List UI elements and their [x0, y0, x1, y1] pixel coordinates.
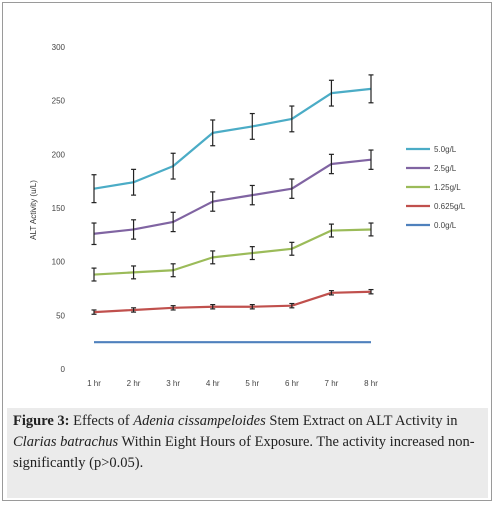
series-1.25g/L — [91, 222, 374, 282]
error-bar — [328, 153, 334, 175]
error-bar — [210, 304, 216, 310]
legend: 5.0g/L 2.5g/L 1.25g/L 0.625g/L 0.0g/L — [406, 145, 466, 230]
caption-text-1: Effects of — [69, 413, 134, 429]
caption-text-3: Within Eight Hours of Exposure. The acti… — [13, 434, 475, 471]
series-layer — [91, 74, 374, 344]
error-bar — [170, 263, 176, 278]
error-bar — [328, 79, 334, 107]
error-bar — [328, 223, 334, 238]
error-bar — [170, 152, 176, 180]
error-bar — [210, 191, 216, 212]
error-bar — [170, 305, 176, 311]
caption-species-2: Clarias batrachus — [13, 434, 119, 450]
legend-label: 5.0g/L — [434, 145, 457, 154]
y-tick-label: 50 — [56, 311, 65, 320]
error-bar — [91, 267, 97, 282]
y-axis-ticks: 0 50 100 150 200 250 300 — [52, 43, 66, 374]
x-tick-label: 2 hr — [127, 379, 141, 388]
error-bar — [289, 178, 295, 199]
legend-label: 0.625g/L — [434, 202, 466, 211]
error-bar — [131, 307, 137, 313]
error-bar — [368, 74, 374, 104]
error-bar — [289, 302, 295, 309]
legend-item: 1.25g/L — [406, 183, 461, 192]
error-bar — [249, 304, 255, 310]
legend-label: 0.0g/L — [434, 221, 457, 230]
caption-species-1: Adenia cissampeloides — [133, 413, 266, 429]
x-tick-label: 5 hr — [245, 379, 259, 388]
legend-item: 2.5g/L — [406, 164, 457, 173]
error-bar — [210, 250, 216, 265]
error-bar — [368, 288, 374, 295]
x-tick-label: 1 hr — [87, 379, 101, 388]
y-tick-label: 0 — [61, 365, 66, 374]
legend-item: 0.0g/L — [406, 221, 457, 230]
caption-label: Figure 3: — [13, 413, 70, 429]
series-0.625g/L — [91, 288, 374, 315]
error-bar — [249, 112, 255, 140]
y-tick-label: 200 — [52, 150, 66, 159]
error-bar — [210, 119, 216, 147]
y-tick-label: 100 — [52, 258, 66, 267]
error-bar — [368, 149, 374, 170]
error-bar — [249, 184, 255, 206]
legend-item: 5.0g/L — [406, 145, 457, 154]
series-line — [93, 290, 372, 314]
error-bar — [131, 265, 137, 280]
series-5.0g/L — [91, 74, 374, 204]
figure-caption: Figure 3: Effects of Adenia cissampeloid… — [7, 408, 488, 498]
legend-label: 2.5g/L — [434, 164, 457, 173]
series-2.5g/L — [91, 149, 374, 246]
series-line — [93, 228, 372, 276]
error-bar — [289, 241, 295, 256]
y-tick-label: 150 — [52, 204, 66, 213]
error-bar — [368, 222, 374, 237]
x-tick-label: 3 hr — [166, 379, 180, 388]
line-chart: 0 50 100 150 200 250 300 1 hr 2 hr 3 hr 4 hr 5 hr 6… — [29, 43, 466, 388]
legend-label: 1.25g/L — [434, 183, 461, 192]
x-tick-label: 8 hr — [364, 379, 378, 388]
error-bar — [91, 309, 97, 315]
caption-text-2: Stem Extract on ALT Activity in — [265, 413, 458, 429]
error-bar — [249, 246, 255, 261]
x-tick-label: 4 hr — [206, 379, 220, 388]
error-bar — [131, 168, 137, 196]
legend-item: 0.625g/L — [406, 202, 466, 211]
series-line — [93, 87, 372, 190]
error-bar — [131, 219, 137, 240]
error-bar — [328, 290, 334, 296]
error-bar — [91, 222, 97, 246]
error-bar — [91, 174, 97, 204]
series-line — [93, 158, 372, 235]
y-axis-label: ALT Activity (u/L) — [29, 180, 38, 240]
error-bar — [289, 105, 295, 133]
x-axis-ticks: 1 hr 2 hr 3 hr 4 hr 5 hr 6 hr 7 hr 8 hr — [87, 379, 378, 388]
x-tick-label: 6 hr — [285, 379, 299, 388]
y-tick-label: 250 — [52, 97, 66, 106]
figure-frame: 0 50 100 150 200 250 300 1 hr 2 hr 3 hr 4 hr 5 hr 6… — [2, 2, 492, 501]
x-tick-label: 7 hr — [325, 379, 339, 388]
y-tick-label: 300 — [52, 43, 66, 52]
error-bar — [170, 211, 176, 233]
